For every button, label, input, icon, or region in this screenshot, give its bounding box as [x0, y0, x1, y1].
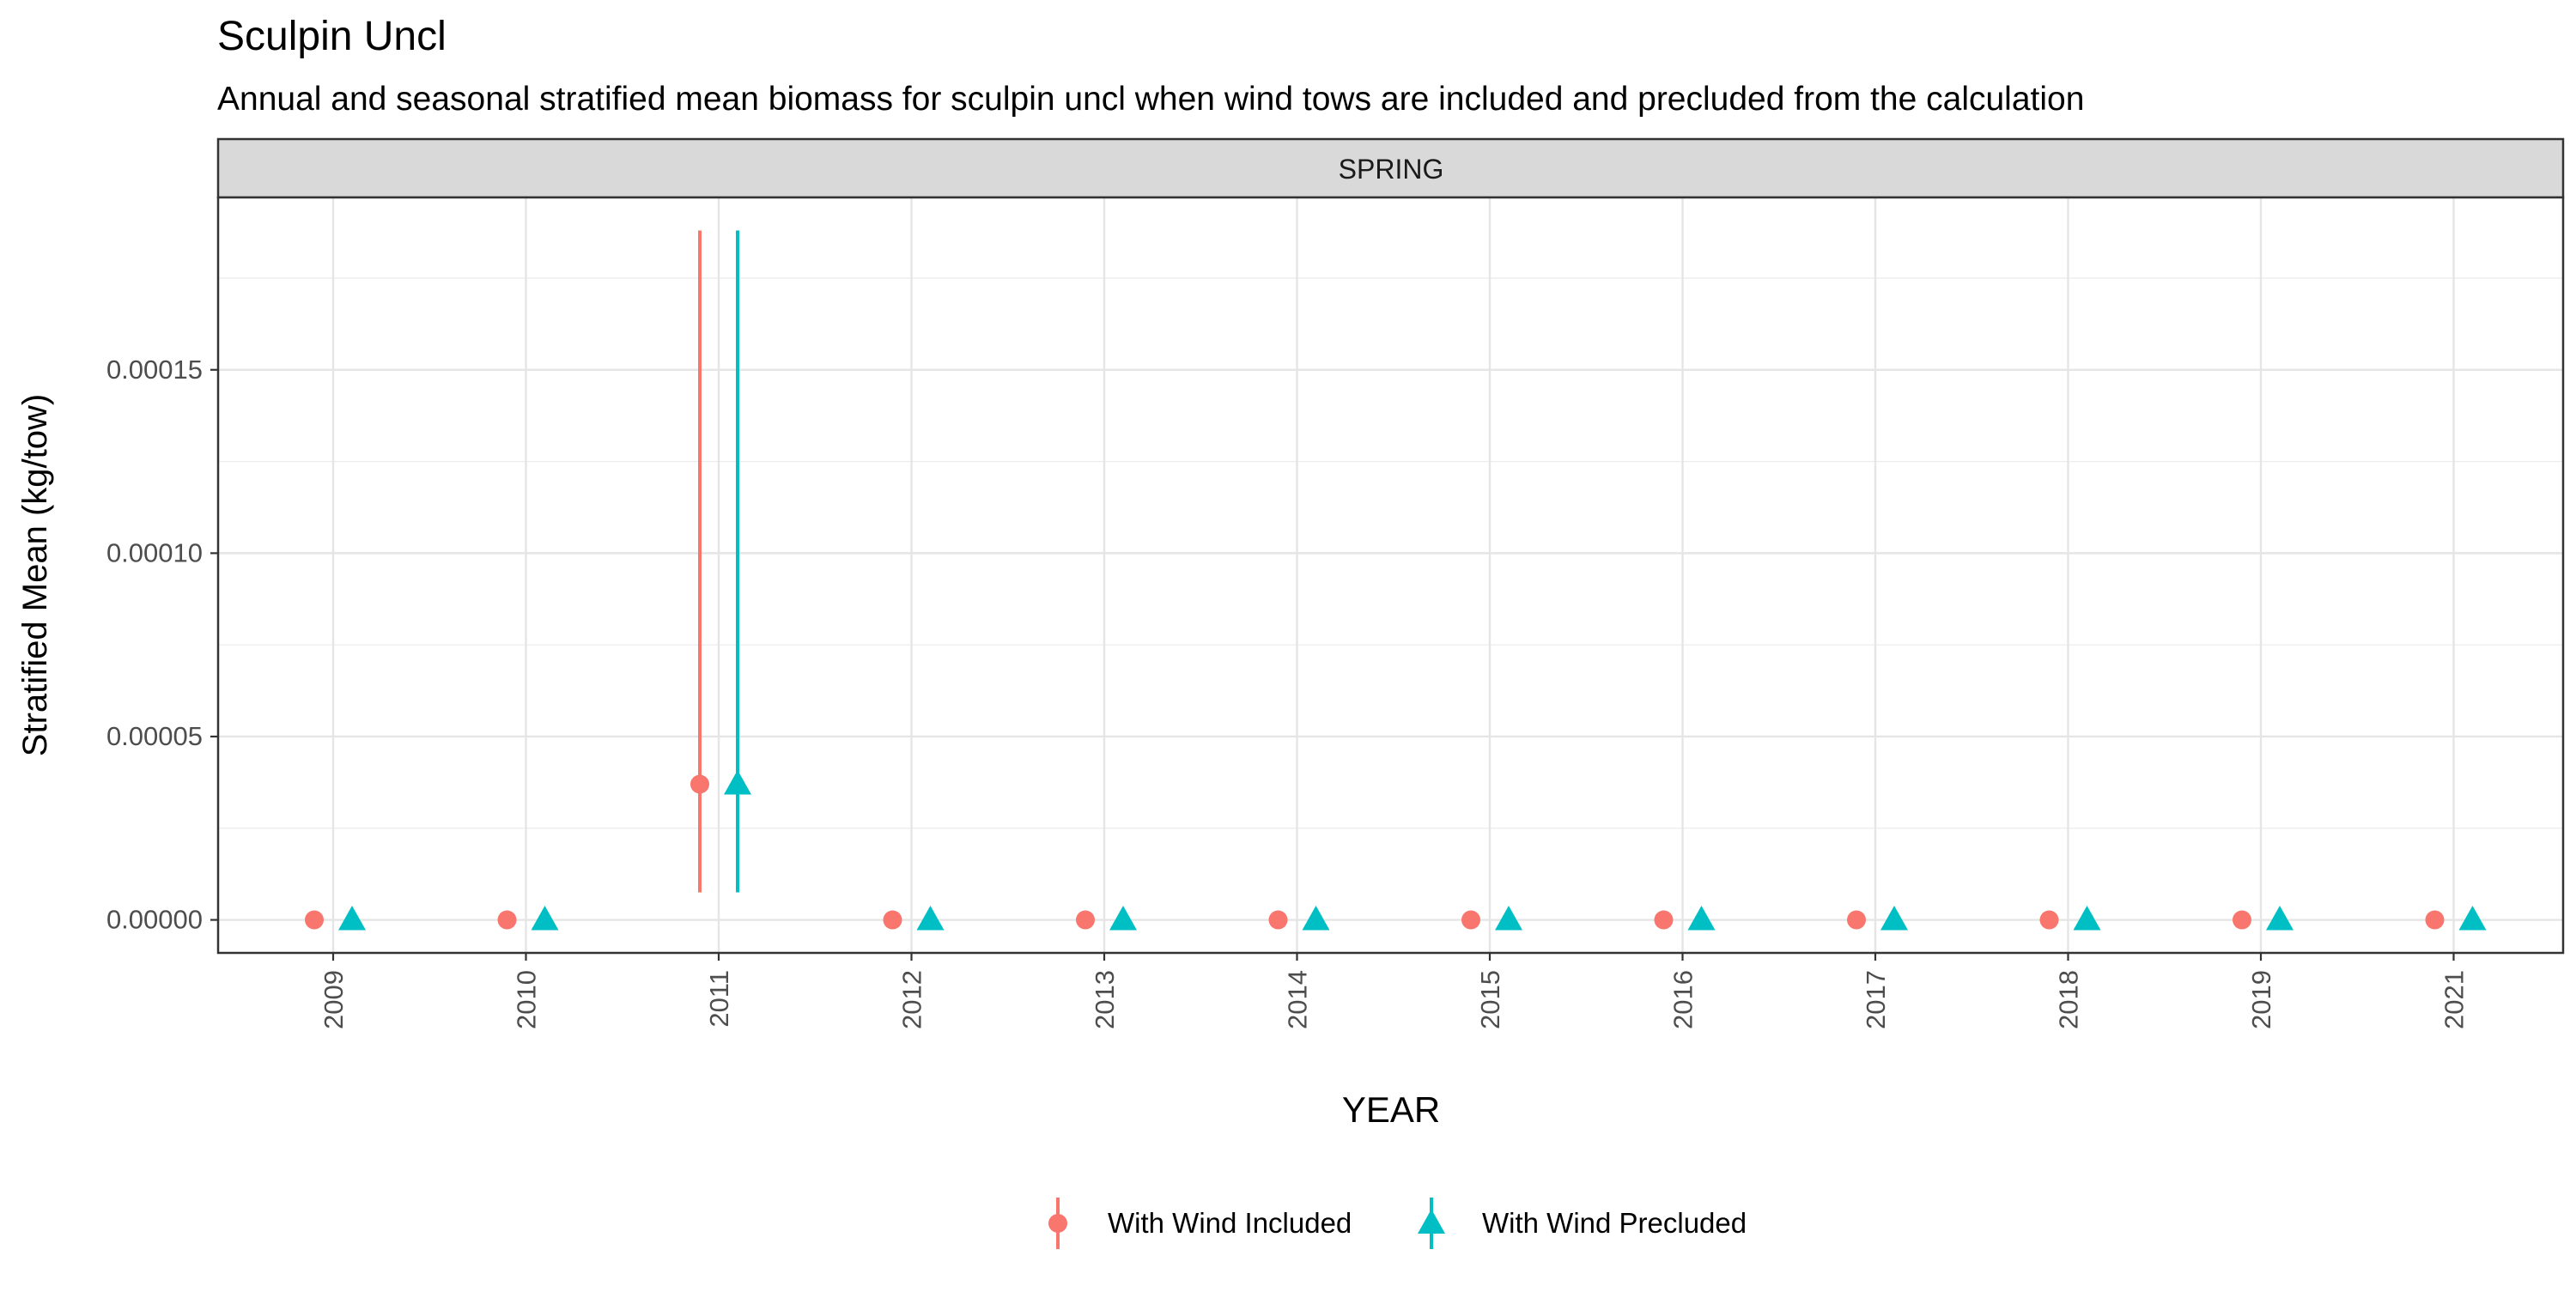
data-point: [883, 910, 902, 930]
data-point: [2266, 906, 2293, 931]
data-point: [2073, 906, 2101, 931]
y-axis: 0.00000 0.00005 0.00010 0.00015: [106, 355, 218, 935]
x-tick-label: 2011: [704, 970, 734, 1028]
y-tick-label: 0.00000: [106, 905, 203, 935]
plot-panel-border: [216, 196, 2565, 955]
legend-label: With Wind Precluded: [1482, 1207, 1747, 1239]
x-tick-label: 2010: [512, 970, 542, 1029]
data-point: [2233, 910, 2251, 930]
data-point: [690, 774, 709, 794]
data-point: [1687, 906, 1716, 931]
data-point: [1847, 910, 1866, 930]
series-with-wind-included: [305, 230, 2445, 930]
data-point: [1654, 910, 1674, 930]
y-axis-title: Stratified Mean (kg/tow): [16, 394, 54, 756]
legend-item-with-wind-included: With Wind Included: [1048, 1198, 1352, 1249]
legend-key-marker: [1418, 1209, 1445, 1234]
data-point: [2458, 906, 2487, 931]
y-tick-label: 0.00010: [106, 537, 203, 567]
data-point: [531, 906, 559, 931]
data-point: [338, 906, 366, 931]
legend: With Wind Included With Wind Precluded: [1048, 1198, 1747, 1249]
x-tick-label: 2018: [2054, 970, 2084, 1029]
x-axis: 2009 2010 2011 2012 2013 2014 2015 2016 2017 2018…: [319, 953, 2470, 1029]
chart-title: Sculpin Uncl: [217, 14, 447, 59]
data-point: [1109, 906, 1137, 931]
data-point: [497, 910, 517, 930]
facet-strip-label: SPRING: [1339, 154, 1444, 185]
x-tick-label: 2016: [1668, 970, 1698, 1029]
grid-layer: [218, 197, 2563, 953]
data-point: [916, 906, 945, 931]
data-point: [1302, 906, 1330, 931]
legend-key-marker: [1048, 1214, 1067, 1233]
data-point: [1268, 910, 1288, 930]
x-tick-label: 2009: [319, 970, 349, 1029]
x-tick-label: 2013: [1090, 970, 1120, 1029]
data-point: [1880, 906, 1908, 931]
legend-item-with-wind-precluded: With Wind Precluded: [1418, 1198, 1747, 1249]
x-tick-label: 2019: [2246, 970, 2276, 1029]
data-point: [1076, 910, 1095, 930]
y-tick-label: 0.00005: [106, 721, 203, 751]
legend-label: With Wind Included: [1108, 1207, 1352, 1239]
data-point: [2039, 910, 2059, 930]
plot-panel-background: [218, 197, 2563, 953]
x-tick-label: 2014: [1283, 970, 1313, 1029]
x-axis-title: YEAR: [1342, 1089, 1440, 1130]
facet-strip: [216, 137, 2565, 199]
x-tick-label: 2017: [1861, 970, 1891, 1029]
data-point: [1461, 910, 1480, 930]
data-point: [305, 910, 324, 930]
y-tick-label: 0.00015: [106, 355, 203, 385]
x-tick-label: 2015: [1475, 970, 1505, 1029]
x-tick-label: 2021: [2439, 970, 2470, 1029]
series-with-wind-precluded: [338, 230, 2487, 931]
data-point: [724, 770, 751, 795]
chart-subtitle: Annual and seasonal stratified mean biom…: [217, 81, 2084, 118]
data-point: [2425, 910, 2445, 930]
data-point: [1495, 906, 1522, 931]
marks-layer: [305, 230, 2487, 931]
x-tick-label: 2012: [897, 970, 927, 1029]
